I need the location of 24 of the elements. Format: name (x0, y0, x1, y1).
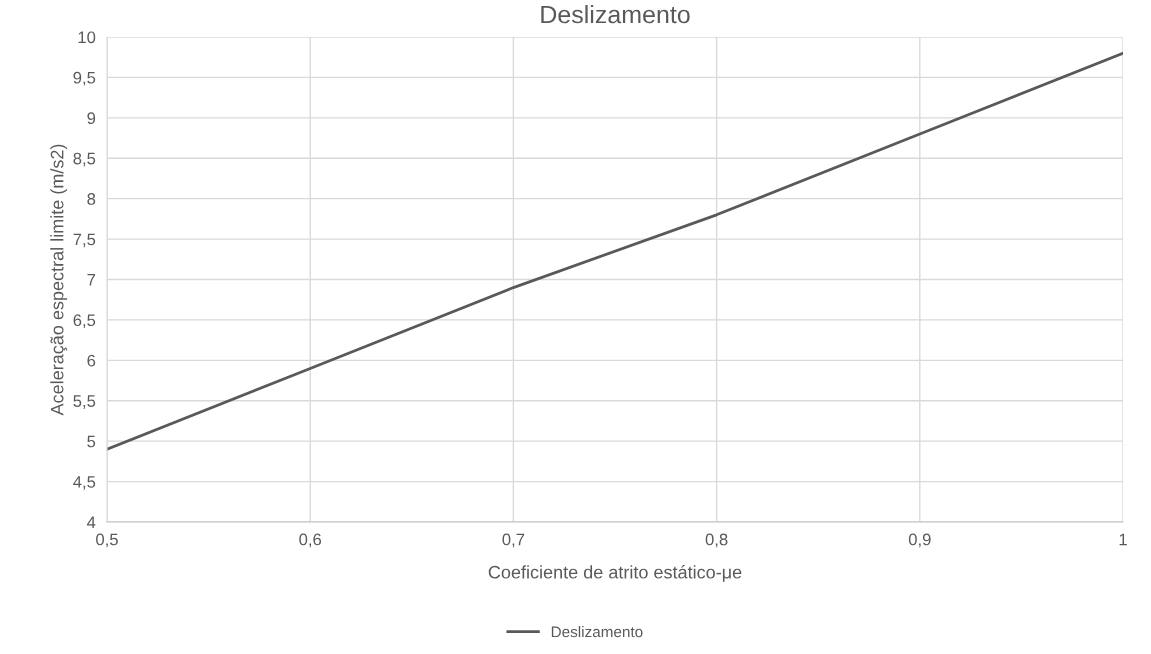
x-axis-title: Coeficiente de atrito estático-μe (488, 565, 742, 582)
y-tick-label: 6,5 (73, 314, 96, 329)
y-tick-label: 9 (87, 112, 96, 125)
x-tick-label: 0,8 (705, 533, 728, 548)
line-series (107, 51, 1123, 451)
x-tick-label: 1 (1119, 533, 1127, 546)
x-tick-label: 0,7 (502, 533, 525, 548)
y-tick-label: 4,5 (73, 476, 96, 490)
chart-title: Deslizamento (541, 4, 690, 24)
y-tick-label: 7 (87, 274, 96, 286)
y-tick-label: 5 (87, 435, 96, 448)
x-tick-label: 0,6 (299, 533, 322, 548)
y-tick-label: 8 (87, 193, 96, 205)
x-tick-label: 0,5 (96, 533, 118, 548)
y-tick-label: 4 (87, 516, 96, 529)
y-tick-label: 6 (87, 354, 96, 367)
y-tick-label: 5,5 (73, 395, 96, 409)
y-tick-label: 7,5 (73, 233, 96, 248)
y-tick-label: 9,5 (73, 71, 96, 86)
x-tick-label: 0,9 (908, 533, 931, 548)
y-tick-label: 10 (78, 31, 96, 44)
legend-label: Deslizamento (551, 626, 643, 638)
y-tick-label: 8,5 (73, 152, 96, 167)
y-axis-title: Aceleração espectral limite (m/s2) (50, 144, 68, 416)
